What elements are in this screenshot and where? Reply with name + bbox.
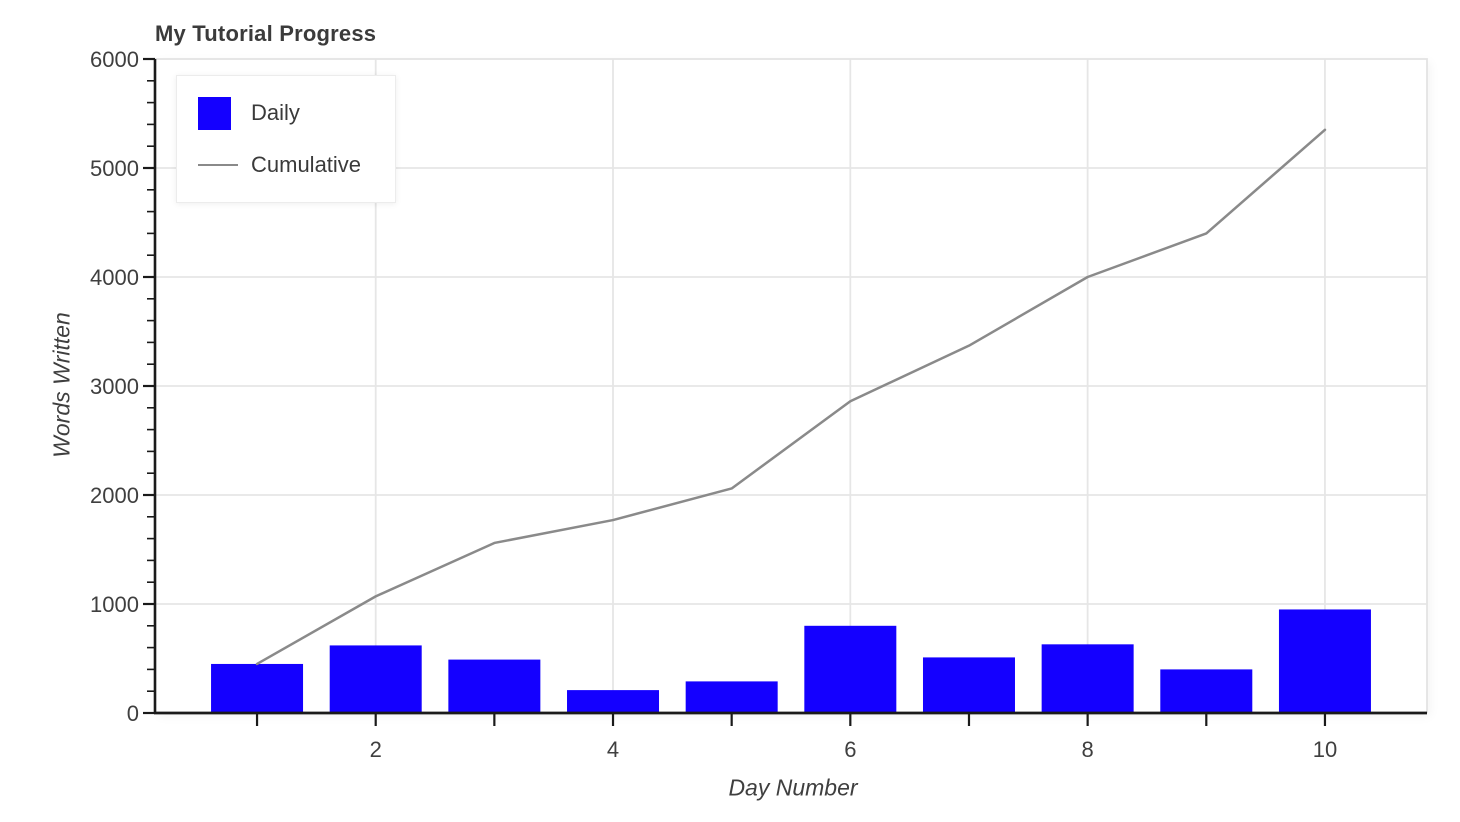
- x-axis-label: Day Number: [728, 774, 858, 801]
- svg-text:0: 0: [127, 701, 139, 726]
- legend-item-cumulative: Cumulative: [198, 145, 395, 185]
- svg-text:2000: 2000: [90, 483, 139, 508]
- svg-text:8: 8: [1082, 737, 1094, 762]
- legend-label-cumulative: Cumulative: [251, 152, 362, 177]
- svg-text:2: 2: [370, 737, 382, 762]
- daily-bar-swatch-icon: [198, 96, 231, 130]
- svg-text:5000: 5000: [90, 156, 139, 181]
- legend-label-daily: Daily: [251, 100, 300, 125]
- svg-text:4000: 4000: [90, 265, 139, 290]
- svg-text:6: 6: [844, 737, 856, 762]
- svg-text:4: 4: [607, 737, 619, 762]
- y-axis-label: Words Written: [48, 312, 75, 458]
- svg-text:6000: 6000: [90, 47, 139, 72]
- legend-item-daily: Daily: [198, 93, 395, 133]
- svg-text:10: 10: [1313, 737, 1337, 762]
- cumulative-line-swatch-icon: [198, 164, 238, 166]
- svg-text:1000: 1000: [90, 592, 139, 617]
- svg-text:3000: 3000: [90, 374, 139, 399]
- cumulative-swatch-slot: [198, 164, 242, 166]
- legend: Daily Cumulative: [176, 75, 396, 203]
- daily-swatch-slot: [198, 96, 242, 130]
- chart-title: My Tutorial Progress: [155, 21, 377, 46]
